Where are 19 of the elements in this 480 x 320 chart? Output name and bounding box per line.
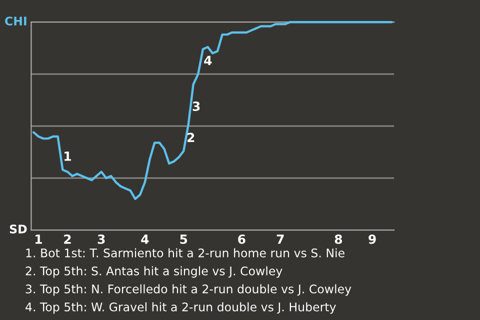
text: 1. Bot 1st: T. Sarmiento hit a 2-run home run vs S. Nie [26, 248, 344, 258]
x-tick-label: 4 [141, 234, 149, 244]
x-tick-label: 2 [64, 234, 71, 244]
annotation: 1 [64, 152, 71, 161]
text: 2. Top 5th: S. Antas hit a single vs J. Cowley [26, 266, 282, 278]
annotation: 4 [204, 56, 212, 66]
text: 3. Top 5th: N. Forcelledo hit a 2-run double vs J. Cowley [26, 284, 352, 296]
annotation: 2 [188, 132, 194, 142]
x-tick-label: 9 [368, 234, 376, 244]
x-tick-label: 6 [238, 234, 246, 244]
text: CHI [5, 16, 26, 26]
x-tick-label: 1 [36, 234, 42, 244]
x-tick-label: 8 [334, 234, 342, 244]
x-tick-label: 7 [276, 234, 284, 244]
x-tick-label: 3 [98, 234, 105, 244]
annotation: 3 [192, 102, 200, 111]
text: 4. Top 5th: W. Gravel hit a 2-run double vs J. Huberty [26, 302, 336, 314]
text: SD [10, 224, 27, 234]
x-tick-label: 5 [180, 234, 188, 244]
